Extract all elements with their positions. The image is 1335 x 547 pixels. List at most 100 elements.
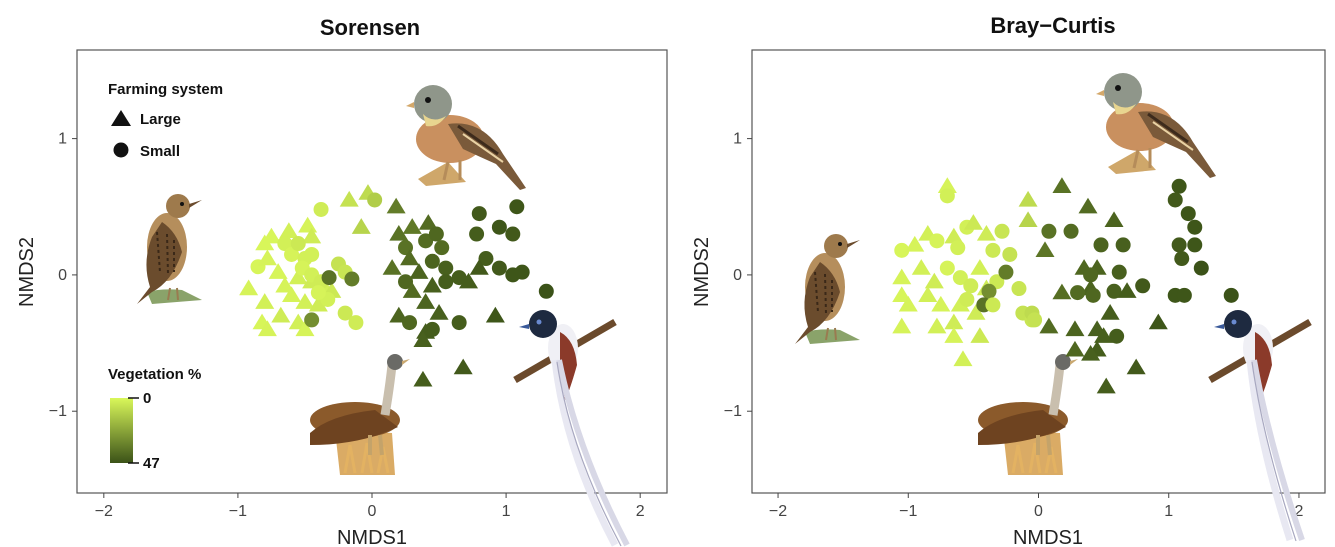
triangle-point (402, 218, 422, 234)
circle-point (952, 270, 968, 286)
circle-point (1187, 237, 1203, 253)
circle-point (337, 305, 353, 321)
x-axis-label: NMDS1 (1013, 527, 1083, 547)
vegetation-colorbar (110, 398, 133, 463)
triangle-point (400, 249, 420, 266)
x-tick-label: 2 (636, 503, 645, 520)
triangle-point (257, 249, 277, 266)
triangle-point (970, 327, 990, 343)
circle-point (1106, 283, 1122, 299)
triangle-point (927, 317, 947, 334)
circle-point (418, 233, 434, 249)
circle-point (1187, 219, 1203, 235)
triangle-point (1126, 358, 1146, 375)
circle-point (1180, 206, 1196, 222)
circle-point (1135, 278, 1151, 294)
triangle-point (351, 218, 371, 234)
x-tick-label: 0 (368, 503, 377, 520)
triangle-point (271, 306, 291, 323)
sorensen-panel: Sorensen −2 −1 0 1 2 −1 0 1 NMDS1 NMDS2 (16, 15, 668, 547)
circle-point (985, 297, 1001, 313)
triangle-point (950, 295, 970, 312)
triangle-point (302, 227, 322, 244)
x-tick-label: 2 (1295, 503, 1304, 520)
circle-point (398, 274, 414, 290)
triangle-point (944, 327, 964, 343)
data-points (892, 177, 1239, 394)
circle-point (514, 264, 530, 280)
chart-title: Bray−Curtis (990, 13, 1115, 38)
bustard-illustration (978, 354, 1078, 475)
circle-point (1174, 251, 1190, 267)
y-tick-label: 1 (733, 131, 742, 148)
circle-point (284, 246, 300, 262)
farming-legend-title: Farming system (108, 81, 223, 98)
triangle-point (953, 350, 973, 367)
triangle-point (944, 227, 964, 244)
triangle-point (418, 214, 438, 230)
triangle-point (918, 286, 938, 303)
triangle-point (1035, 241, 1055, 258)
triangle-point (429, 304, 449, 320)
x-tick-label: 1 (502, 503, 511, 520)
y-tick-label: 1 (58, 131, 67, 148)
vegetation-legend: Vegetation % 0 47 (108, 366, 201, 472)
triangle-point (1018, 190, 1038, 207)
vegetation-min-label: 0 (143, 390, 151, 407)
triangle-point (288, 268, 308, 285)
bray-curtis-panel: Bray−Curtis −2 −1 0 1 2 −1 0 1 NMDS1 NMDS2 (691, 13, 1326, 547)
circle-point (929, 233, 945, 249)
farming-legend: Farming system Large Small (108, 81, 223, 160)
circle-point (1002, 246, 1018, 262)
triangle-point (1148, 313, 1168, 330)
circle-point (469, 226, 485, 242)
triangle-point (413, 331, 433, 347)
triangle-point (892, 317, 912, 334)
legend-item-large: Large (140, 111, 181, 128)
triangle-point (944, 313, 964, 330)
triangle-point (892, 268, 912, 285)
triangle-point (422, 276, 442, 293)
circle-point (959, 291, 975, 307)
y-tick-label: −1 (724, 403, 742, 420)
triangle-point (976, 224, 996, 241)
circle-point (402, 315, 418, 331)
triangle-point (898, 295, 918, 312)
circle-point (491, 260, 507, 276)
triangle-point (413, 370, 433, 387)
triangle-point (308, 295, 328, 312)
triangle-point (924, 272, 944, 289)
flycatcher-illustration (513, 310, 630, 547)
triangle-point (970, 259, 990, 275)
triangle-point (275, 276, 295, 293)
triangle-point (485, 306, 505, 323)
triangle-point (282, 286, 302, 303)
circle-point (491, 219, 507, 235)
triangle-point (1117, 282, 1137, 298)
triangle-point (339, 190, 359, 207)
axis-ticks: −2 −1 0 1 2 −1 0 1 (724, 131, 1304, 520)
triangle-point (268, 263, 288, 279)
circle-point (1167, 192, 1183, 208)
triangle-point (257, 320, 277, 337)
circle-point (963, 278, 979, 294)
circle-point (1085, 287, 1101, 303)
triangle-point (1104, 211, 1124, 228)
triangle-point (937, 177, 957, 193)
bunting-illustration (1096, 73, 1216, 178)
triangle-point (1018, 211, 1038, 228)
circle-point (509, 199, 525, 215)
circle-point (1171, 237, 1187, 253)
circle-point (304, 246, 320, 262)
flycatcher-illustration (1208, 310, 1312, 542)
circle-point (939, 260, 955, 276)
legend-triangle-icon (111, 110, 131, 126)
pipit-illustration (137, 194, 202, 304)
data-points (239, 184, 554, 387)
triangle-point (402, 282, 422, 298)
x-tick-label: 0 (1034, 503, 1043, 520)
x-tick-label: −1 (899, 503, 917, 520)
x-tick-label: 1 (1164, 503, 1173, 520)
axis-ticks: −2 −1 0 1 2 −1 0 1 (49, 131, 645, 520)
triangle-point (279, 222, 299, 238)
